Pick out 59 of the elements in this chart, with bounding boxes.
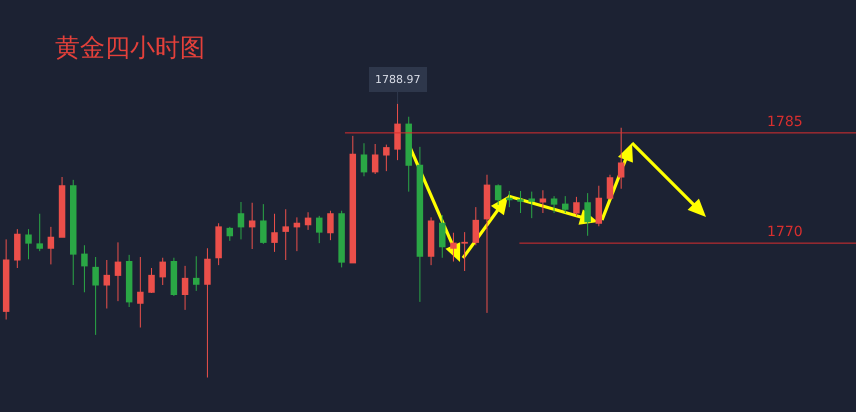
candlestick (606, 174, 614, 200)
text: 黄金四小时图 (55, 32, 205, 62)
candlestick (383, 144, 390, 172)
candlestick (126, 254, 132, 308)
candlestick (294, 216, 300, 252)
candlestick (193, 256, 200, 292)
candlestick (48, 226, 54, 265)
annotation: 1788.97 (375, 73, 420, 86)
candlestick (350, 135, 356, 264)
candlestick (58, 176, 66, 238)
candlestick (596, 185, 602, 227)
candlestick (494, 184, 502, 206)
candlestick (428, 216, 434, 266)
candlestick (550, 196, 558, 214)
candlestick (182, 265, 188, 310)
candlestick (81, 244, 88, 293)
candlestick (226, 226, 234, 242)
candlestick (137, 256, 144, 328)
candlestick (14, 228, 21, 269)
ref-line-label: 1770 (767, 224, 803, 240)
candlestick (327, 210, 334, 241)
candlestick (461, 232, 468, 272)
candlestick (159, 257, 166, 286)
candlestick (238, 201, 244, 240)
candlestick (584, 192, 591, 236)
candlestick (540, 190, 546, 214)
candlestick (148, 268, 155, 294)
candlestick (416, 146, 424, 302)
candlestick (506, 190, 513, 208)
candlestick (484, 174, 490, 314)
candlestick (170, 257, 178, 296)
candlestick (517, 190, 524, 214)
candlestick (114, 242, 122, 302)
candlestick (304, 212, 312, 230)
candlestick (472, 206, 480, 246)
candlestick (360, 142, 368, 177)
candlestick (104, 259, 110, 309)
candlestick (248, 202, 256, 250)
candlestick (36, 213, 43, 252)
candlestick (439, 214, 446, 258)
candlestick (450, 232, 457, 262)
candlestick (215, 222, 222, 266)
candlestick (2, 238, 10, 320)
candlestick (405, 116, 412, 192)
candlestick (528, 191, 535, 219)
candlestick (562, 196, 568, 214)
candlestick (260, 204, 267, 244)
candlestick (372, 143, 378, 175)
candlestick (316, 215, 322, 244)
candlestick (573, 196, 580, 216)
candlestick (204, 248, 211, 378)
candlestick (25, 228, 32, 260)
candlestick (618, 127, 624, 190)
candlestick (92, 256, 99, 336)
ref-line-label: 1785 (767, 114, 803, 130)
candlestick (282, 208, 289, 260)
candlestick (338, 210, 345, 268)
candlestick (271, 213, 278, 252)
candlestick (70, 179, 76, 286)
